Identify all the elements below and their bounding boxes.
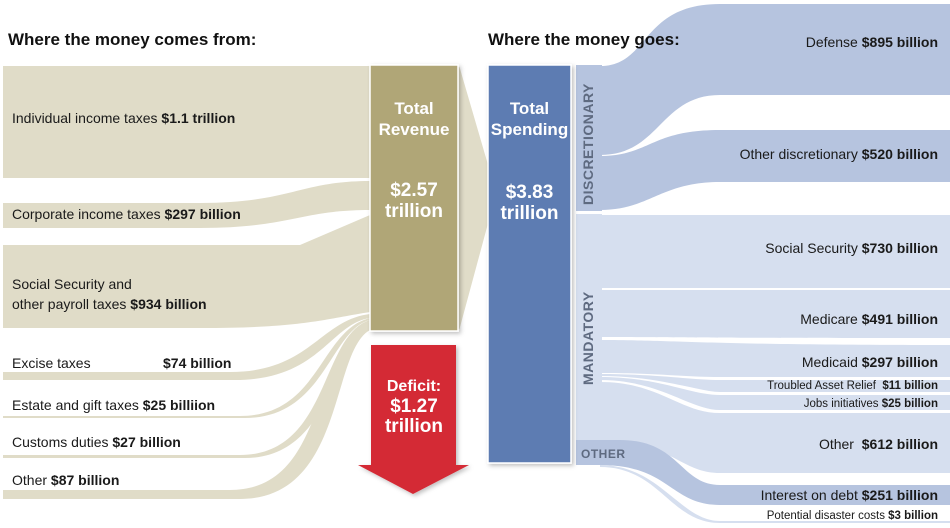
source-corporate-income: Corporate income taxes $297 billion: [12, 206, 241, 222]
source-excise: Excise taxes $74 billion: [12, 355, 232, 371]
band-tarp: [600, 374, 950, 392]
band-excise: [3, 314, 370, 380]
source-customs: Customs duties $27 billion: [12, 434, 181, 450]
item-interest-on-debt: Interest on debt $251 billion: [760, 487, 938, 503]
item-medicaid: Medicaid $297 billion: [801, 354, 938, 370]
band-jobs: [600, 377, 950, 410]
item-defense: Defense $895 billion: [805, 34, 938, 50]
band-corporate-income: [3, 181, 370, 228]
band-social-security: [600, 215, 950, 288]
item-tarp: Troubled Asset Relief $11 billion: [767, 380, 938, 392]
total-spending-label: Total Spending: [490, 99, 569, 139]
total-revenue-column: [369, 64, 459, 332]
total-spending-column: [487, 64, 572, 464]
band-other-mandatory: [600, 382, 950, 473]
deficit-label: Deficit: $1.27 trillion: [384, 378, 444, 437]
band-interest: [576, 440, 950, 505]
band-individual-income: [3, 66, 370, 178]
source-individual-income: Individual income taxes $1.1 trillion: [12, 110, 236, 126]
item-disaster-costs: Potential disaster costs $3 billion: [766, 510, 938, 522]
category-mandatory: MANDATORY: [580, 291, 596, 385]
band-medicare: [600, 290, 950, 338]
revenue-bands: [3, 66, 370, 499]
item-jobs: Jobs initiatives $25 billion: [803, 398, 938, 410]
total-revenue-value: $2.57 trillion: [384, 180, 444, 222]
discretionary-strip: [576, 65, 602, 211]
revenue-title: Where the money comes from:: [8, 30, 257, 49]
spending-title: Where the money goes:: [488, 30, 680, 49]
band-payroll: [3, 215, 370, 328]
total-revenue-label: Total Revenue: [378, 99, 450, 139]
spending-bands: [576, 4, 950, 523]
item-medicare: Medicare $491 billion: [800, 311, 938, 327]
band-other-discretionary: [600, 130, 950, 210]
band-defense: [600, 4, 950, 155]
deficit-arrow: [358, 345, 469, 494]
item-other-discretionary: Other discretionary $520 billion: [739, 146, 938, 162]
source-other: Other $87 billion: [12, 472, 120, 488]
item-social-security: Social Security $730 billion: [765, 240, 938, 256]
source-estate-gift: Estate and gift taxes $25 billiion: [12, 397, 216, 413]
source-payroll: Social Security and other payroll taxes …: [12, 276, 207, 312]
mandatory-strip: [576, 214, 602, 440]
category-other: OTHER: [581, 447, 626, 461]
category-discretionary: DISCRETIONARY: [580, 83, 596, 205]
band-medicaid: [600, 340, 950, 377]
item-other-spending: Other $612 billion: [818, 436, 938, 452]
total-spending-value: $3.83 trillion: [500, 182, 559, 224]
